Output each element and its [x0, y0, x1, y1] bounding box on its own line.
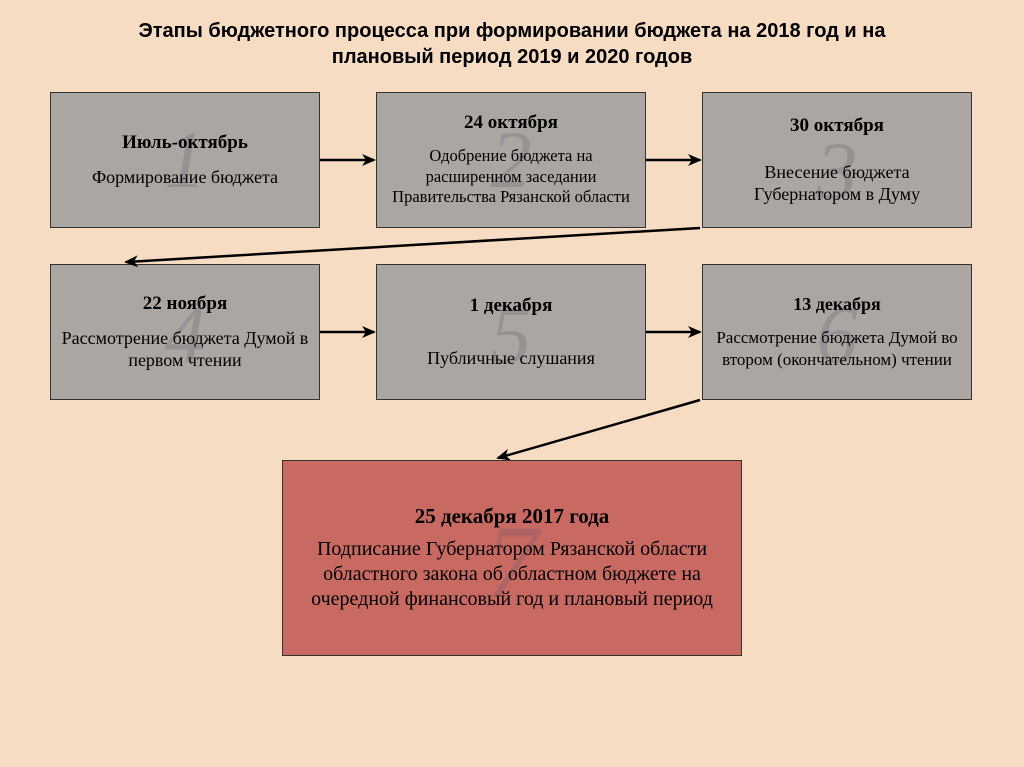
stage-date-6: 13 декабря — [793, 294, 880, 315]
title-line-2: плановый период 2019 и 2020 годов — [332, 46, 693, 68]
stage-box-2: 2 24 октября Одобрение бюджета на расшир… — [376, 92, 646, 228]
stage-text-1: Формирование бюджета — [92, 166, 278, 189]
stage-date-5: 1 декабря — [470, 295, 553, 317]
stage-date-1: Июль-октябрь — [122, 132, 248, 154]
stage-date-3: 30 октября — [790, 115, 884, 137]
page-title: Этапы бюджетного процесса при формирован… — [0, 0, 1024, 70]
stage-text-4: Рассмотрение бюджета Думой в первом чтен… — [61, 327, 309, 372]
stage-box-4: 4 22 ноября Рассмотрение бюджета Думой в… — [50, 264, 320, 400]
stage-box-3: 3 30 октября Внесение бюджета Губернатор… — [702, 92, 972, 228]
final-text: Подписание Губернатором Рязанской област… — [293, 537, 731, 612]
stage-date-4: 22 ноября — [143, 293, 227, 315]
stage-box-6: 6 13 декабря Рассмотрение бюджета Думой … — [702, 264, 972, 400]
arrow-b3_to_b4_diag — [126, 228, 700, 262]
final-box: 7 25 декабря 2017 года Подписание Губерн… — [282, 460, 742, 656]
stage-text-3: Внесение бюджета Губернатором в Думу — [713, 161, 961, 206]
stage-text-2: Одобрение бюджета на расширенном заседан… — [387, 146, 635, 208]
stage-date-2: 24 октября — [464, 112, 558, 134]
title-line-1: Этапы бюджетного процесса при формирован… — [139, 20, 886, 42]
stage-text-5: Публичные слушания — [427, 347, 595, 370]
stage-box-5: 5 1 декабря Публичные слушания — [376, 264, 646, 400]
arrow-b6_to_b7_diag — [498, 400, 700, 458]
stage-text-6: Рассмотрение бюджета Думой во втором (ок… — [713, 327, 961, 370]
final-date: 25 декабря 2017 года — [415, 504, 610, 529]
stage-box-1: 1 Июль-октябрь Формирование бюджета — [50, 92, 320, 228]
